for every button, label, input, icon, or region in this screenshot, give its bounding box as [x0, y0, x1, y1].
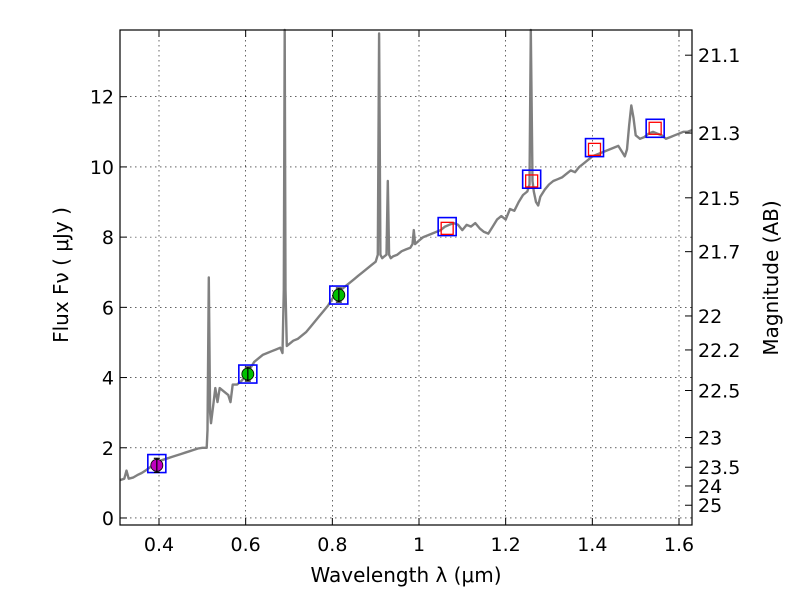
model-point-3 — [437, 216, 457, 237]
y-tick-label-0: 0 — [102, 508, 114, 530]
y2-tick-label-10: 25 — [698, 495, 722, 517]
y-tick-label-1: 2 — [102, 438, 114, 460]
axes: 0.4 0.6 0.8 1 1.2 1.4 1.602468101221.121.321.5… — [90, 29, 740, 556]
y2-tick-label-2: 21.5 — [698, 188, 740, 210]
y2-tick-label-6: 22.5 — [698, 381, 740, 403]
y2-tick-label-4: 22 — [698, 306, 722, 328]
model-point-1 — [238, 364, 258, 384]
x-tick-label-5: 1.4 — [577, 534, 607, 556]
y2-tick-label-8: 23.5 — [698, 457, 740, 479]
observed-open-point-0 — [440, 221, 454, 236]
observed-open-point-1 — [525, 174, 539, 188]
y2-tick-label-3: 21.7 — [698, 242, 740, 264]
x-tick-label-2: 0.8 — [317, 534, 347, 556]
x-tick-label-0: 0.4 — [144, 534, 174, 556]
observed-open-point-2 — [587, 142, 602, 157]
y-axis-label: Flux Fν ( μJy ) — [49, 207, 73, 343]
y2-tick-label-9: 24 — [698, 476, 722, 498]
model-point-5 — [584, 137, 605, 158]
x-axis-label: Wavelength λ (μm) — [310, 563, 501, 587]
y2-tick-label-5: 22.2 — [698, 340, 740, 362]
plot-frame — [119, 29, 693, 526]
y2-tick-label-0: 21.1 — [698, 45, 740, 67]
y2-tick-label-7: 23 — [698, 428, 722, 450]
spectrum-series — [119, 28, 693, 482]
y-tick-label-5: 10 — [90, 157, 114, 179]
x-tick-label-3: 1 — [413, 534, 425, 556]
y2-tick-label-1: 21.3 — [698, 123, 740, 145]
model-point-4 — [521, 169, 542, 190]
x-tick-label-6: 1.6 — [664, 534, 694, 556]
photometry-series — [147, 118, 665, 474]
x-tick-label-4: 1.2 — [491, 534, 521, 556]
y-tick-label-4: 8 — [102, 227, 114, 249]
model-point-2 — [329, 285, 349, 305]
observed-open-point-3 — [648, 121, 662, 135]
y-tick-label-6: 12 — [90, 87, 114, 109]
y-tick-label-2: 4 — [102, 368, 114, 390]
model-point-6 — [645, 118, 665, 139]
grid — [120, 30, 692, 525]
spectrum-line — [119, 28, 693, 482]
y2-axis-label: Magnitude (AB) — [759, 200, 783, 355]
y-tick-label-3: 6 — [102, 297, 114, 319]
x-tick-label-1: 0.6 — [231, 534, 261, 556]
